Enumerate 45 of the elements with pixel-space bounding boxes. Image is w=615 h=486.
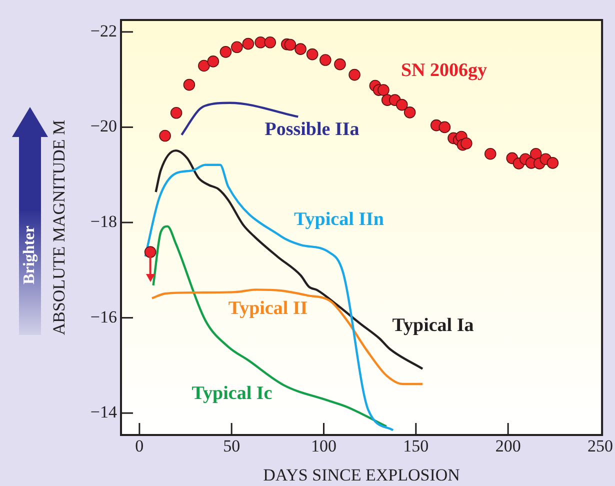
line-series	[144, 164, 394, 432]
x-tick-label: 100	[311, 436, 336, 456]
point	[207, 56, 220, 68]
x-tick-label: 250	[587, 436, 613, 456]
point	[159, 130, 171, 142]
point	[396, 98, 408, 111]
y-tick-label: −22	[90, 21, 117, 40]
y-axis-title: ABSOLUTE MAGNITUDE M	[50, 120, 69, 336]
text: Brighter	[21, 226, 39, 284]
point	[530, 148, 542, 160]
point	[254, 36, 266, 48]
series-label: Typical Ic	[192, 382, 272, 404]
point	[334, 58, 346, 70]
y-tick-label: −14	[90, 402, 118, 422]
series-label: Typical IIn	[294, 208, 384, 230]
point	[242, 38, 254, 50]
series-label: SN 2006gy	[400, 60, 488, 81]
y-tick-label: −20	[90, 116, 117, 136]
point	[404, 106, 416, 118]
point	[231, 41, 243, 54]
point	[348, 68, 360, 81]
point	[198, 60, 210, 72]
point	[438, 121, 451, 134]
point	[170, 107, 182, 119]
point	[460, 138, 472, 150]
point	[294, 43, 306, 55]
x-tick-label: 50	[223, 436, 240, 456]
point	[306, 48, 318, 60]
y-tick-label: −18	[90, 212, 117, 231]
point	[378, 84, 390, 96]
series-label: Typical II	[228, 298, 308, 319]
x-tick-label: 150	[403, 436, 429, 456]
series-label: Possible IIa	[264, 118, 360, 140]
point	[320, 54, 332, 66]
x-tick-label: 0	[135, 436, 144, 456]
x-tick-label: 200	[495, 436, 521, 456]
point	[220, 46, 232, 58]
point	[183, 78, 196, 91]
x-axis-title: DAYS SINCE EXPLOSION	[263, 465, 460, 484]
point	[284, 38, 296, 51]
y-tick-label: −16	[90, 307, 117, 326]
point	[546, 157, 559, 169]
point	[484, 148, 496, 160]
series-label: Typical Ia	[392, 314, 474, 336]
point	[264, 36, 276, 48]
